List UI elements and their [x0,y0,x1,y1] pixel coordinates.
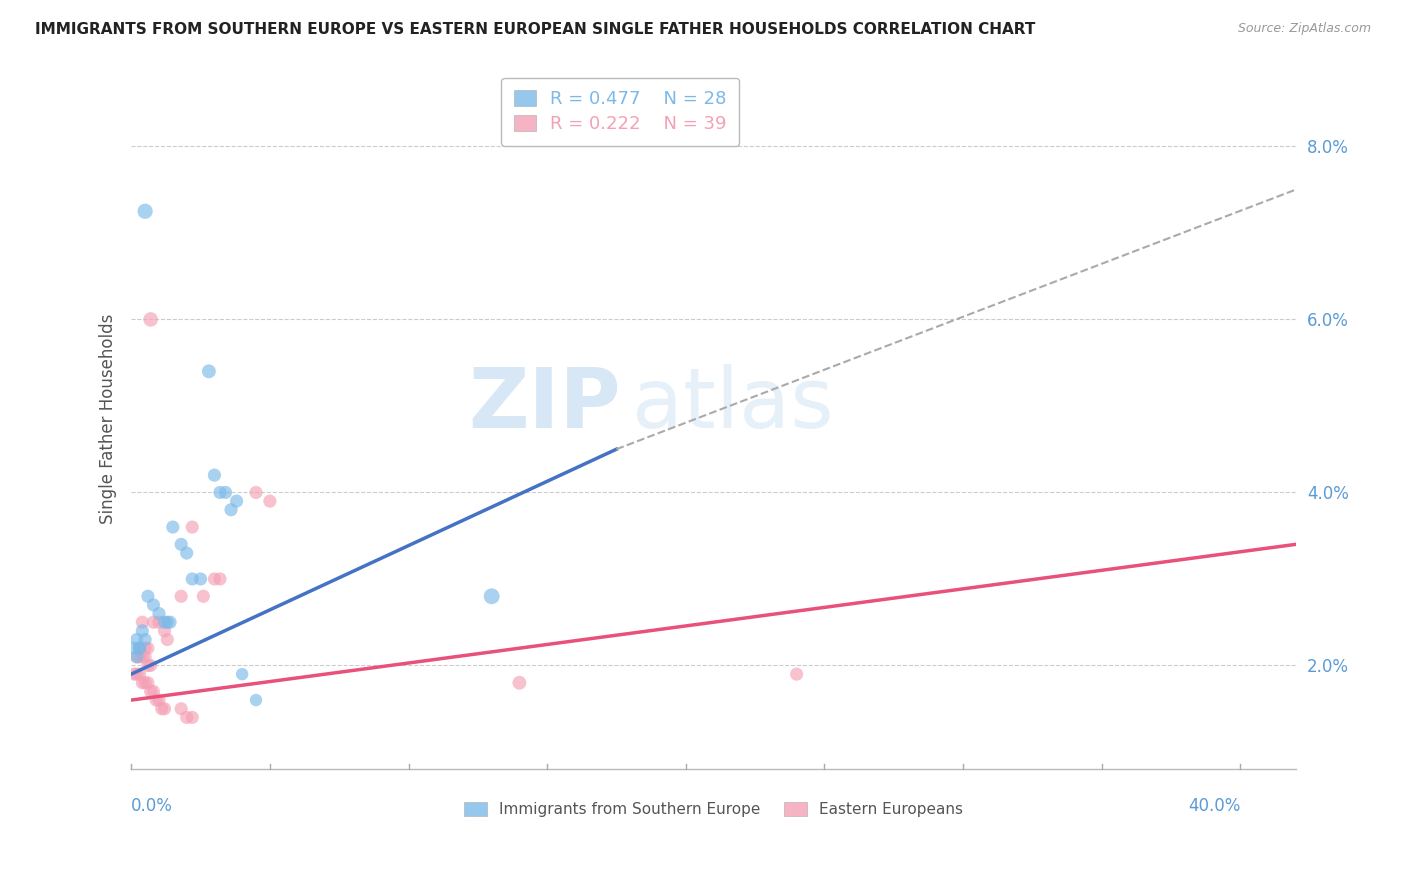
Point [125,649,148,664]
Point [128,667,150,681]
Point [219,502,242,516]
Y-axis label: Single Father Households: Single Father Households [100,314,117,524]
Point [139,684,162,698]
Point [131,624,153,638]
Point [134,632,156,647]
Point [148,607,170,621]
Point [259,494,281,508]
Point [134,204,156,219]
Point [214,485,236,500]
Point [190,572,212,586]
Point [125,632,148,647]
Point [148,693,170,707]
Point [181,520,204,534]
Point [245,485,267,500]
Point [204,572,226,586]
Point [170,589,193,603]
Point [153,624,176,638]
Text: atlas: atlas [631,365,834,445]
Point [225,494,247,508]
Point [142,598,165,612]
Point [139,658,162,673]
Point [145,693,167,707]
Point [125,667,148,681]
Point [176,710,198,724]
Point [162,520,184,534]
Point [134,675,156,690]
Point [193,589,215,603]
Point [159,615,181,630]
Point [134,649,156,664]
Point [170,537,193,551]
Point [134,641,156,656]
Point [148,615,170,630]
Point [208,572,231,586]
Point [150,702,173,716]
Text: Source: ZipAtlas.com: Source: ZipAtlas.com [1237,22,1371,36]
Point [170,702,193,716]
Text: 0.0%: 0.0% [131,797,173,815]
Point [245,693,267,707]
Point [156,615,179,630]
Point [128,641,150,656]
Point [231,667,253,681]
Point [128,641,150,656]
Point [142,684,165,698]
Point [481,589,503,603]
Point [204,468,226,483]
Point [128,649,150,664]
Point [136,641,159,656]
Point [136,589,159,603]
Point [508,675,530,690]
Point [156,632,179,647]
Text: IMMIGRANTS FROM SOUTHERN EUROPE VS EASTERN EUROPEAN SINGLE FATHER HOUSEHOLDS COR: IMMIGRANTS FROM SOUTHERN EUROPE VS EASTE… [35,22,1036,37]
Point [176,546,198,560]
Text: 40.0%: 40.0% [1188,797,1240,815]
Text: ZIP: ZIP [468,365,620,445]
Legend: Immigrants from Southern Europe, Eastern Europeans: Immigrants from Southern Europe, Eastern… [457,795,970,825]
Point [131,675,153,690]
Point [181,572,204,586]
Point [786,667,808,681]
Point [136,658,159,673]
Point [139,312,162,326]
Point [136,675,159,690]
Point [208,485,231,500]
Point [181,710,204,724]
Point [122,641,145,656]
Point [153,615,176,630]
Point [153,702,176,716]
Point [131,615,153,630]
Point [198,364,221,378]
Point [128,641,150,656]
Point [131,649,153,664]
Point [142,615,165,630]
Point [125,649,148,664]
Point [122,667,145,681]
